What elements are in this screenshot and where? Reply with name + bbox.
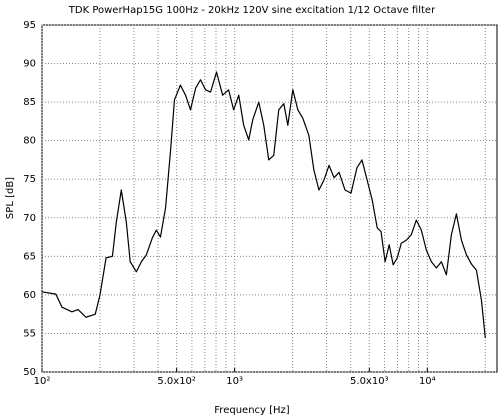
- y-tick-label: 85: [23, 97, 36, 108]
- x-tick-label: 10²: [34, 376, 51, 387]
- y-tick-label: 80: [23, 136, 36, 147]
- y-tick-label: 95: [23, 20, 36, 31]
- x-tick-label: 10³: [226, 376, 243, 387]
- x-tick-label: 10⁴: [419, 376, 436, 387]
- x-tick-label: 5.0x10³: [350, 376, 389, 387]
- spl-curve: [41, 71, 486, 339]
- x-tick-label: 5.0x10²: [157, 376, 196, 387]
- y-axis-label: SPL [dB]: [5, 177, 16, 219]
- chart-title: TDK PowerHap15G 100Hz - 20kHz 120V sine …: [68, 5, 436, 16]
- y-tick-label: 50: [23, 367, 36, 378]
- plot-frame: [41, 24, 498, 373]
- y-tick-label: 65: [23, 251, 36, 262]
- y-tick-label: 75: [23, 174, 36, 185]
- y-tick-label: 70: [23, 213, 36, 224]
- y-tick-label: 90: [23, 59, 36, 70]
- y-tick-label: 60: [23, 290, 36, 301]
- y-tick-label: 55: [23, 328, 36, 339]
- x-axis-label: Frequency [Hz]: [214, 405, 290, 416]
